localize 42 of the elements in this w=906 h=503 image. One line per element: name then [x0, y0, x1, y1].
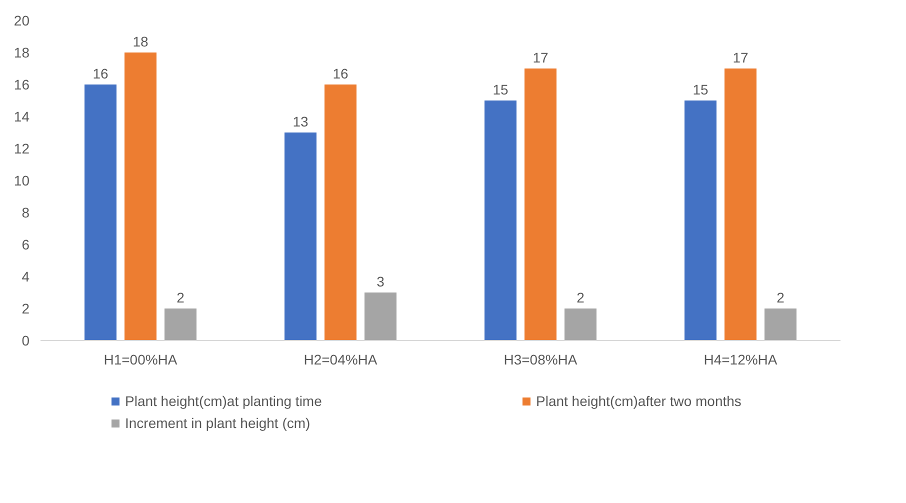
y-tick-label: 10	[14, 172, 30, 188]
y-tick-label: 0	[22, 332, 30, 348]
x-tick-label: H2=04%HA	[304, 352, 378, 368]
legend-label: Increment in plant height (cm)	[125, 415, 312, 431]
y-tick-label: 8	[22, 204, 30, 220]
bar	[524, 68, 556, 340]
y-tick-label: 12	[14, 140, 30, 156]
bar	[684, 100, 716, 340]
data-label: 15	[492, 82, 508, 98]
data-label: 16	[332, 66, 348, 82]
bar	[484, 100, 516, 340]
y-tick-label: 6	[22, 236, 30, 252]
bar	[764, 308, 796, 340]
data-label: 2	[776, 290, 785, 306]
data-label: 15	[692, 82, 708, 98]
bar	[564, 308, 596, 340]
y-tick-label: 20	[14, 12, 30, 28]
x-tick-label: H1=00%HA	[104, 352, 178, 368]
data-label: 13	[292, 114, 308, 130]
x-tick-label: H4=12%HA	[704, 352, 778, 368]
data-label: 18	[132, 34, 148, 50]
legend-label: Plant height(cm)at planting time	[125, 393, 323, 409]
bar	[324, 84, 356, 340]
y-tick-label: 16	[14, 76, 30, 92]
bar	[84, 84, 116, 340]
y-tick-label: 2	[22, 300, 30, 316]
bar	[164, 308, 196, 340]
y-tick-label: 14	[14, 108, 30, 124]
y-tick-label: 4	[22, 268, 30, 284]
data-label: 17	[532, 50, 548, 66]
bar	[724, 68, 756, 340]
data-label: 16	[92, 66, 108, 82]
legend-label: Plant height(cm)after two months	[536, 393, 742, 409]
bar	[364, 292, 396, 340]
data-label: 3	[376, 274, 385, 290]
x-tick-label: H3=08%HA	[504, 352, 578, 368]
data-label: 2	[576, 290, 585, 306]
data-label: 17	[732, 50, 748, 66]
bar	[124, 52, 156, 340]
bar	[284, 132, 316, 340]
y-tick-label: 18	[14, 44, 30, 60]
data-label: 2	[176, 290, 185, 306]
